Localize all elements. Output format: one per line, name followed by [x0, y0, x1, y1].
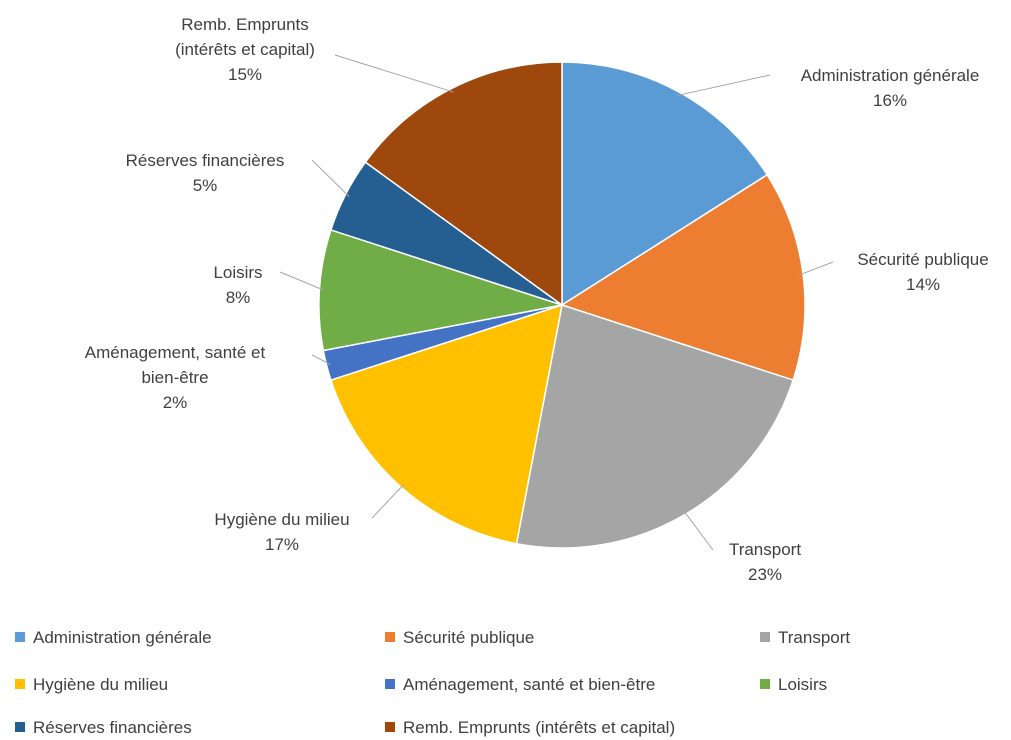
- data-label: Hygiène du milieu 17%: [182, 507, 382, 557]
- legend-swatch: [385, 632, 395, 642]
- pie-slice: [561, 61, 769, 307]
- label-name: Réserves financières: [125, 151, 285, 170]
- legend-item: Hygiène du milieu: [15, 675, 168, 695]
- label-value: 15%: [227, 65, 263, 84]
- legend-label: Administration générale: [33, 628, 212, 647]
- leader-line: [311, 159, 350, 197]
- label-name: Transport: [728, 540, 802, 559]
- label-value: 8%: [225, 288, 251, 307]
- legend-swatch: [760, 632, 770, 642]
- legend-swatch: [760, 679, 770, 689]
- leader-line: [677, 74, 771, 97]
- label-value: 16%: [872, 91, 908, 110]
- label-value: 23%: [747, 565, 783, 584]
- data-label: Transport 23%: [705, 537, 825, 587]
- label-name: Remb. Emprunts (intérêts et capital): [175, 15, 315, 59]
- data-label: Administration générale 16%: [760, 63, 1011, 113]
- legend-item: Loisirs: [760, 675, 827, 695]
- label-name: Loisirs: [213, 263, 263, 282]
- label-name: Sécurité publique: [857, 250, 989, 269]
- leader-line: [798, 261, 834, 276]
- data-label: Loisirs 8%: [178, 260, 298, 310]
- label-value: 14%: [905, 275, 941, 294]
- data-label: Remb. Emprunts (intérêts et capital) 15%: [155, 12, 335, 87]
- leader-line: [371, 483, 405, 519]
- label-value: 2%: [162, 393, 188, 412]
- label-name: Aménagement, santé et bien-être: [84, 343, 266, 387]
- label-name: Hygiène du milieu: [214, 510, 350, 529]
- legend-label: Aménagement, santé et bien-être: [403, 675, 656, 694]
- data-label: Aménagement, santé et bien-être 2%: [75, 340, 275, 415]
- leader-line: [279, 271, 324, 291]
- legend-label: Sécurité publique: [403, 628, 535, 647]
- label-value: 17%: [264, 535, 300, 554]
- legend-item: Aménagement, santé et bien-être: [385, 675, 655, 695]
- legend-item: Remb. Emprunts (intérêts et capital): [385, 718, 675, 738]
- pie-slice: [560, 173, 806, 382]
- legend-item: Réserves financières: [15, 718, 192, 738]
- pie-slice: [364, 61, 563, 307]
- pie-area: [279, 54, 834, 551]
- legend-swatch: [15, 722, 25, 732]
- legend-label: Réserves financières: [33, 718, 192, 737]
- legend-swatch: [15, 632, 25, 642]
- leader-line: [334, 54, 454, 93]
- legend-swatch: [385, 722, 395, 732]
- leader-line: [683, 510, 714, 551]
- legend-label: Remb. Emprunts (intérêts et capital): [403, 718, 676, 737]
- data-label: Sécurité publique 14%: [823, 247, 1011, 297]
- legend-item: Administration générale: [15, 628, 212, 648]
- legend-item: Transport: [760, 628, 850, 648]
- legend-swatch: [15, 679, 25, 689]
- legend-swatch: [385, 679, 395, 689]
- legend-label: Loisirs: [778, 675, 828, 694]
- label-name: Administration générale: [800, 66, 980, 85]
- legend-item: Sécurité publique: [385, 628, 534, 648]
- leader-line: [311, 354, 331, 365]
- data-label: Réserves financières 5%: [90, 148, 320, 198]
- legend-label: Transport: [778, 628, 851, 647]
- legend-label: Hygiène du milieu: [33, 675, 169, 694]
- pie-slice: [318, 228, 563, 352]
- label-value: 5%: [192, 176, 218, 195]
